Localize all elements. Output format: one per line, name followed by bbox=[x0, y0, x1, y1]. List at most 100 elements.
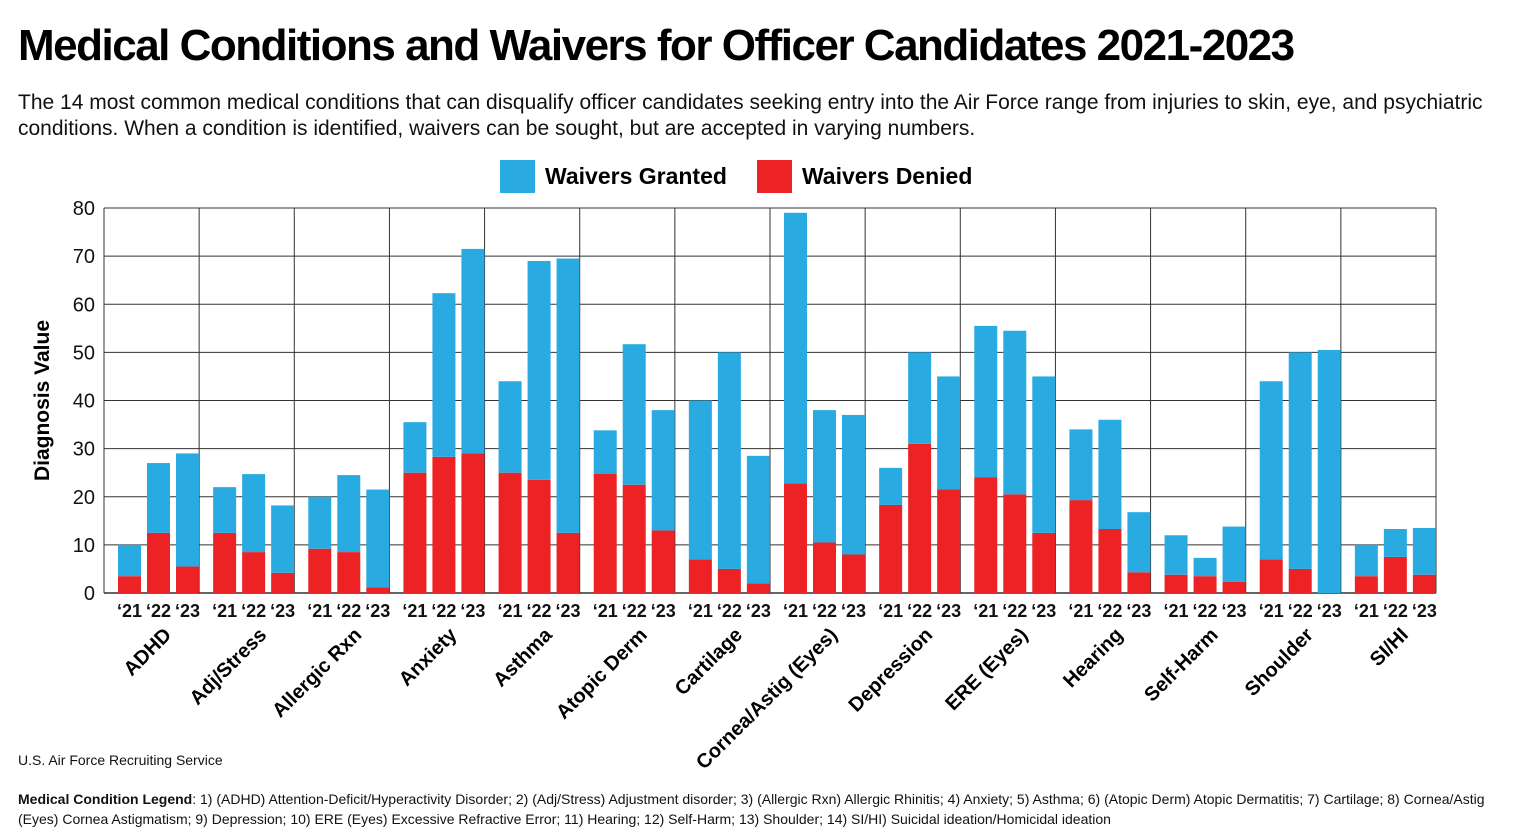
bar-granted-hearing-2 bbox=[1127, 512, 1151, 573]
bar-granted-self-harm-1 bbox=[1193, 557, 1217, 577]
legend-item-granted: Waivers Granted bbox=[500, 160, 727, 193]
bar-denied-cartilage-2 bbox=[746, 583, 770, 593]
bar-granted-self-harm-0 bbox=[1164, 535, 1188, 575]
bar-denied-adhd-1 bbox=[147, 532, 170, 593]
y-tick-label: 80 bbox=[73, 198, 95, 220]
category-label-shoulder: Shoulder bbox=[1241, 624, 1318, 701]
bar-denied-si-hi-2 bbox=[1412, 574, 1436, 593]
category-label-anxiety: Anxiety bbox=[395, 623, 462, 690]
x-year-label: ‘22 bbox=[622, 601, 647, 621]
category-label-asthma: Asthma bbox=[489, 623, 557, 691]
bar-denied-cartilage-0 bbox=[688, 559, 712, 593]
bar-granted-adj-stress-2 bbox=[271, 505, 295, 573]
x-year-label: ‘22 bbox=[431, 601, 456, 621]
bar-granted-atopic-derm-1 bbox=[622, 344, 646, 485]
bar-denied-ere-eyes-0 bbox=[974, 477, 998, 593]
bar-denied-shoulder-0 bbox=[1259, 559, 1283, 593]
bar-granted-cartilage-0 bbox=[688, 400, 712, 560]
bar-granted-depression-2 bbox=[937, 376, 961, 490]
bar-denied-ere-eyes-2 bbox=[1032, 532, 1056, 593]
chart-title: Medical Conditions and Waivers for Offic… bbox=[18, 21, 1295, 70]
bar-granted-allergic-rxn-2 bbox=[366, 489, 390, 588]
bar-granted-adj-stress-1 bbox=[242, 474, 266, 553]
x-year-label: ‘21 bbox=[1259, 601, 1284, 621]
bar-denied-cartilage-1 bbox=[717, 568, 741, 593]
x-year-label: ‘21 bbox=[1068, 601, 1093, 621]
bar-denied-hearing-1 bbox=[1098, 528, 1122, 593]
bar-granted-asthma-1 bbox=[527, 260, 551, 480]
x-year-label: ‘23 bbox=[270, 601, 295, 621]
bar-granted-anxiety-1 bbox=[432, 293, 456, 457]
x-year-label: ‘23 bbox=[556, 601, 581, 621]
x-year-label: ‘21 bbox=[1354, 601, 1379, 621]
footnote-text: : 1) (ADHD) Attention-Deficit/Hyperactiv… bbox=[18, 791, 1485, 827]
x-year-label: ‘21 bbox=[498, 601, 523, 621]
bar-denied-allergic-rxn-2 bbox=[366, 587, 390, 593]
y-axis-title: Diagnosis Value bbox=[31, 320, 54, 481]
bar-granted-depression-1 bbox=[908, 352, 932, 444]
x-year-label: ‘23 bbox=[651, 601, 676, 621]
y-tick-label: 70 bbox=[73, 246, 95, 268]
y-tick-label: 50 bbox=[73, 342, 95, 364]
bar-granted-asthma-0 bbox=[498, 381, 522, 473]
bar-denied-adj-stress-2 bbox=[271, 572, 295, 593]
bar-granted-anxiety-2 bbox=[461, 248, 485, 454]
x-year-label: ‘22 bbox=[336, 601, 361, 621]
bar-denied-anxiety-2 bbox=[461, 453, 485, 593]
bar-granted-cornea-astig-eyes-0 bbox=[784, 212, 807, 484]
bar-granted-shoulder-2 bbox=[1317, 349, 1341, 593]
x-year-label: ‘22 bbox=[717, 601, 742, 621]
bar-denied-depression-2 bbox=[937, 489, 961, 593]
y-tick-label: 0 bbox=[84, 583, 95, 605]
category-label-hearing: Hearing bbox=[1059, 624, 1127, 692]
bar-denied-atopic-derm-1 bbox=[622, 484, 646, 593]
category-label-adj-stress: Adj/Stress bbox=[186, 624, 272, 710]
bar-granted-shoulder-1 bbox=[1288, 352, 1312, 569]
x-year-label: ‘23 bbox=[1031, 601, 1056, 621]
bar-denied-allergic-rxn-1 bbox=[337, 552, 361, 593]
bar-granted-si-hi-2 bbox=[1412, 528, 1436, 575]
y-tick-label: 40 bbox=[73, 391, 95, 413]
bar-granted-anxiety-0 bbox=[403, 422, 427, 473]
bar-denied-asthma-0 bbox=[498, 472, 522, 593]
bar-granted-ere-eyes-1 bbox=[1003, 330, 1027, 495]
legend-swatch-granted bbox=[500, 160, 535, 193]
x-year-label: ‘23 bbox=[936, 601, 961, 621]
bar-denied-hearing-2 bbox=[1127, 572, 1151, 593]
x-year-label: ‘23 bbox=[175, 601, 200, 621]
x-year-label: ‘21 bbox=[878, 601, 903, 621]
legend-swatch-denied bbox=[756, 160, 792, 193]
bar-granted-atopic-derm-0 bbox=[593, 430, 617, 474]
y-tick-label: 10 bbox=[73, 535, 95, 557]
chart-legend: Waivers Granted Waivers Denied bbox=[500, 160, 1002, 193]
bar-granted-cornea-astig-eyes-2 bbox=[842, 414, 865, 555]
bar-denied-hearing-0 bbox=[1069, 500, 1093, 593]
bar-denied-atopic-derm-0 bbox=[593, 473, 617, 593]
bar-granted-allergic-rxn-0 bbox=[308, 496, 332, 549]
bar-granted-asthma-2 bbox=[556, 258, 580, 533]
y-tick-label: 30 bbox=[73, 439, 95, 461]
x-year-label: ‘22 bbox=[241, 601, 266, 621]
x-year-label: ‘21 bbox=[212, 601, 237, 621]
x-year-label: ‘23 bbox=[1126, 601, 1151, 621]
bar-granted-allergic-rxn-1 bbox=[337, 475, 361, 553]
bar-granted-hearing-0 bbox=[1069, 429, 1093, 501]
x-year-label: ‘23 bbox=[841, 601, 866, 621]
x-year-label: ‘21 bbox=[688, 601, 713, 621]
bar-denied-self-harm-1 bbox=[1193, 576, 1217, 593]
legend-label-denied: Waivers Denied bbox=[801, 163, 973, 189]
x-year-label: ‘21 bbox=[593, 601, 618, 621]
bar-granted-adhd-0 bbox=[118, 544, 141, 577]
category-label-ere-eyes: ERE (Eyes) bbox=[941, 624, 1032, 715]
x-year-label: ‘21 bbox=[402, 601, 427, 621]
category-label-cartilage: Cartilage bbox=[671, 624, 747, 700]
x-year-label: ‘22 bbox=[146, 601, 171, 621]
bar-granted-si-hi-0 bbox=[1354, 544, 1378, 577]
bar-denied-si-hi-0 bbox=[1354, 576, 1378, 593]
bar-granted-adj-stress-0 bbox=[213, 487, 237, 533]
bar-denied-si-hi-1 bbox=[1383, 556, 1407, 593]
x-year-label: ‘22 bbox=[812, 601, 837, 621]
bar-denied-cornea-astig-eyes-2 bbox=[842, 554, 865, 593]
bar-granted-cartilage-2 bbox=[746, 455, 770, 584]
bar-granted-shoulder-0 bbox=[1259, 381, 1283, 560]
